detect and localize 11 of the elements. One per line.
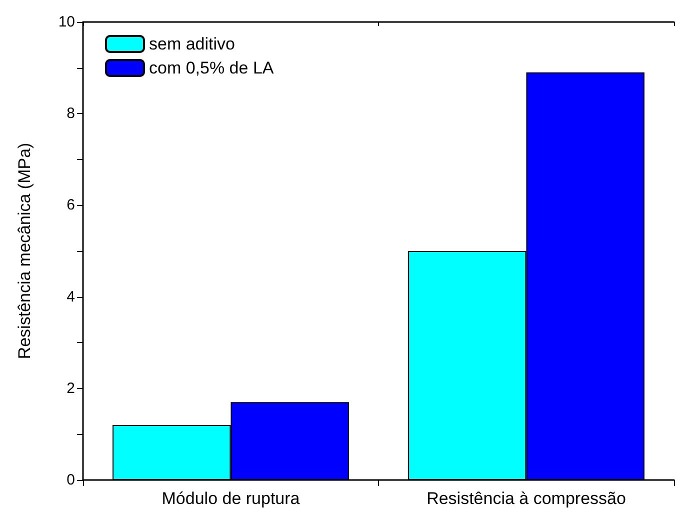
x-tick-label: Módulo de ruptura	[162, 489, 300, 508]
y-tick-label: 10	[58, 14, 75, 30]
y-tick-label: 6	[66, 196, 75, 214]
y-axis-title: Resistência mecânica (MPa)	[15, 142, 34, 360]
y-tick-label: 0	[66, 472, 75, 488]
y-tick-label: 2	[66, 380, 75, 397]
x-tick-label: Resistência à compressão	[426, 489, 626, 508]
y-tick-label: 8	[66, 105, 75, 122]
y-tick-label: 4	[66, 288, 75, 306]
legend-label: sem aditivo	[149, 34, 235, 54]
legend-label: com 0,5% de LA	[149, 58, 274, 78]
